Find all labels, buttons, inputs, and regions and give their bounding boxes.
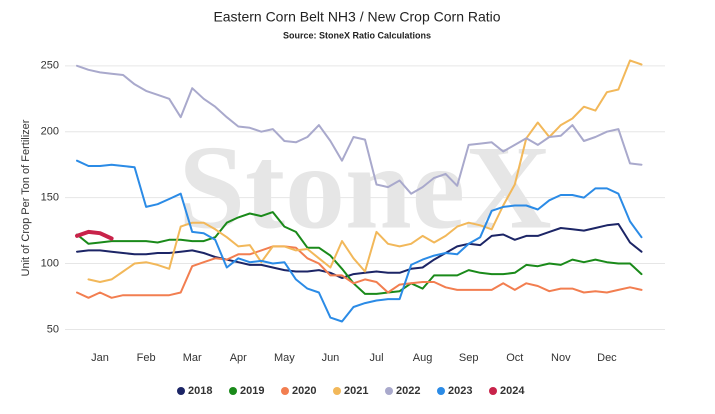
- x-tick-label: Apr: [230, 352, 247, 364]
- legend-marker: [385, 387, 393, 395]
- legend-marker: [489, 387, 497, 395]
- y-tick-label: 250: [41, 60, 59, 72]
- y-tick-label: 100: [41, 257, 59, 269]
- x-tick-label: Jun: [322, 352, 340, 364]
- legend-label: 2022: [396, 385, 420, 397]
- y-tick-label: 200: [41, 126, 59, 138]
- legend-label: 2018: [188, 385, 212, 397]
- y-tick-label: 150: [41, 192, 59, 204]
- legend-marker: [229, 387, 237, 395]
- y-axis-label: Unit of Crop Per Ton of Fertilizer: [20, 119, 32, 276]
- series-line: [76, 159, 643, 323]
- x-tick-label: Oct: [506, 352, 523, 364]
- legend-label: 2019: [240, 385, 264, 397]
- series-line: [76, 211, 643, 295]
- y-tick-label: 50: [47, 323, 59, 335]
- series-line: [76, 223, 643, 279]
- series-line: [76, 245, 643, 299]
- legend-marker: [281, 387, 289, 395]
- legend-marker: [177, 387, 185, 395]
- legend-label: 2023: [448, 385, 472, 397]
- x-tick-label: May: [274, 352, 295, 364]
- x-tick-label: Jan: [91, 352, 109, 364]
- x-tick-label: Feb: [137, 352, 156, 364]
- x-tick-label: Aug: [413, 352, 433, 364]
- legend-label: 2020: [292, 385, 316, 397]
- legend-marker: [437, 387, 445, 395]
- x-tick-label: Jul: [369, 352, 383, 364]
- legend-label: 2024: [500, 385, 525, 397]
- series-line: [75, 229, 114, 241]
- x-tick-label: Dec: [597, 352, 617, 364]
- x-tick-label: Mar: [183, 352, 202, 364]
- x-tick-label: Nov: [551, 352, 571, 364]
- series-line: [76, 64, 643, 195]
- chart-title: Eastern Corn Belt NH3 / New Crop Corn Ra…: [213, 9, 500, 25]
- legend-label: 2021: [344, 385, 368, 397]
- x-tick-label: Sep: [459, 352, 479, 364]
- chart-subtitle: Source: StoneX Ratio Calculations: [283, 30, 431, 40]
- legend-marker: [333, 387, 341, 395]
